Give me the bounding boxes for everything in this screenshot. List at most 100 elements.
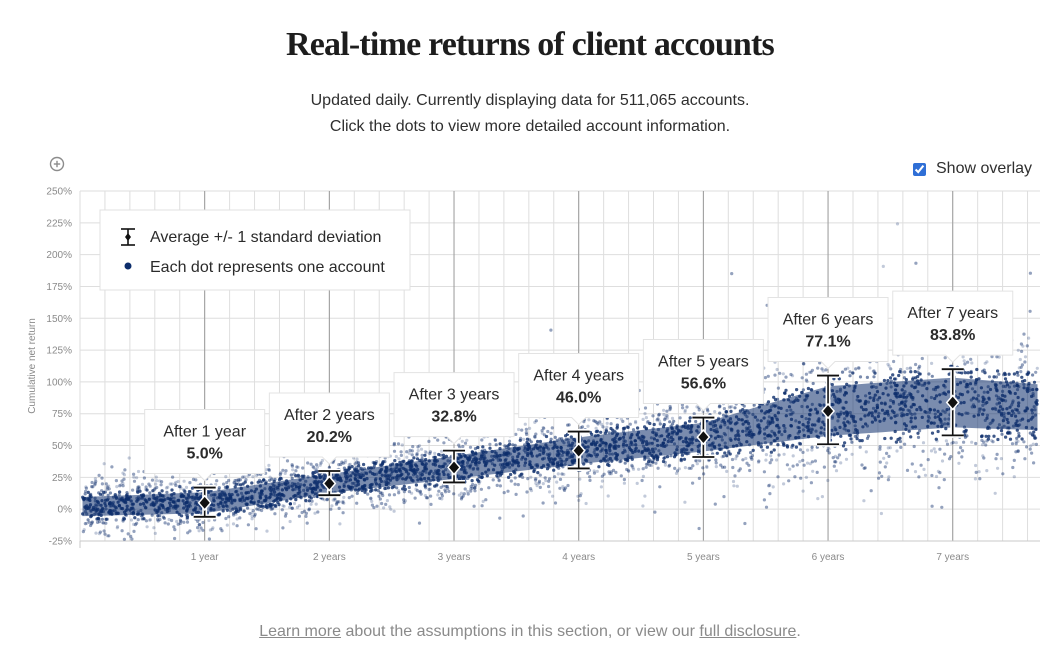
- account-dot: [534, 432, 538, 436]
- account-dot: [777, 453, 781, 457]
- account-dot: [447, 489, 451, 493]
- account-dot: [547, 479, 551, 483]
- account-dot: [491, 478, 495, 482]
- account-dot: [542, 426, 546, 430]
- account-dot: [862, 499, 866, 503]
- account-dot: [135, 487, 140, 491]
- account-dot: [816, 366, 820, 370]
- account-dot: [110, 465, 114, 469]
- account-dot: [174, 480, 178, 484]
- account-dot: [194, 478, 198, 482]
- account-dot: [90, 480, 94, 485]
- account-dot: [848, 370, 852, 374]
- account-dot: [982, 440, 986, 444]
- account-dot: [309, 462, 313, 466]
- account-dot: [465, 489, 470, 494]
- account-dot: [307, 507, 311, 511]
- account-dot: [672, 419, 676, 423]
- account-dot: [541, 482, 545, 486]
- account-dot: [969, 357, 973, 361]
- account-dot: [233, 478, 237, 483]
- account-dot: [694, 459, 698, 463]
- account-dot: [657, 412, 661, 416]
- account-dot: [184, 485, 189, 489]
- account-dot: [473, 486, 477, 490]
- zoom-in-icon[interactable]: [49, 156, 65, 172]
- account-dot: [921, 441, 926, 445]
- account-dot: [224, 475, 228, 479]
- account-dot: [947, 457, 952, 461]
- account-dot: [135, 476, 139, 480]
- account-dot: [250, 514, 254, 518]
- account-dot: [415, 489, 419, 493]
- account-dot: [640, 478, 644, 483]
- account-dot: [543, 476, 547, 480]
- account-dot: [731, 465, 735, 470]
- account-dot: [147, 482, 151, 486]
- account-dot: [468, 489, 473, 494]
- account-dot: [558, 486, 562, 490]
- account-dot: [577, 498, 581, 502]
- account-dot: [251, 509, 255, 513]
- account-dot: [687, 466, 691, 470]
- account-dot: [538, 485, 542, 489]
- account-dot: [414, 487, 418, 491]
- account-dot: [399, 453, 403, 457]
- account-dot: [918, 429, 922, 433]
- account-dot: [231, 522, 236, 526]
- account-dot: [943, 356, 947, 360]
- account-dot: [372, 506, 376, 510]
- account-dot: [1014, 450, 1018, 454]
- account-dot: [319, 461, 323, 465]
- account-dot: [653, 510, 657, 514]
- account-dot: [918, 364, 922, 368]
- account-dot: [776, 475, 780, 479]
- account-dot: [600, 474, 605, 478]
- account-dot: [353, 462, 357, 466]
- account-dot: [978, 477, 982, 481]
- account-dot: [384, 502, 388, 506]
- account-dot: [534, 419, 538, 423]
- account-dot: [196, 519, 200, 523]
- account-dot: [521, 475, 525, 479]
- y-tick-label: 200%: [46, 250, 72, 261]
- account-dot: [159, 483, 163, 487]
- y-tick-label: 75%: [52, 409, 72, 420]
- account-dot: [84, 486, 88, 490]
- account-dot: [962, 440, 966, 444]
- account-dot: [100, 476, 104, 480]
- account-dot: [561, 485, 565, 489]
- account-dot: [950, 441, 954, 445]
- account-dot: [535, 484, 539, 488]
- account-dot: [936, 469, 941, 473]
- account-dot: [418, 490, 422, 494]
- account-dot: [516, 483, 520, 487]
- account-dot: [163, 521, 167, 525]
- account-dot: [540, 431, 544, 435]
- account-dot: [749, 455, 753, 459]
- account-dot: [798, 448, 803, 452]
- account-dot: [509, 472, 513, 477]
- account-dot: [725, 469, 729, 473]
- y-tick-label: 0%: [58, 505, 73, 516]
- account-dot: [974, 441, 978, 446]
- show-overlay-toggle[interactable]: Show overlay: [913, 160, 1032, 178]
- account-dot: [417, 444, 422, 448]
- account-dot: [802, 362, 806, 366]
- account-dot: [908, 366, 913, 370]
- show-overlay-checkbox[interactable]: [913, 162, 926, 176]
- account-dot: [132, 472, 136, 476]
- account-dot: [641, 467, 645, 471]
- account-dot: [502, 491, 506, 495]
- account-dot: [694, 419, 698, 424]
- subtitle-updated: Updated daily. Currently displaying data…: [310, 92, 750, 109]
- account-dot: [444, 490, 448, 494]
- account-dot: [658, 485, 662, 489]
- account-dot: [428, 487, 432, 491]
- account-dot: [538, 439, 543, 444]
- account-dot: [523, 422, 527, 426]
- account-dot: [927, 372, 931, 376]
- account-dot: [257, 508, 261, 512]
- account-dot: [960, 449, 965, 453]
- account-dot: [333, 498, 337, 502]
